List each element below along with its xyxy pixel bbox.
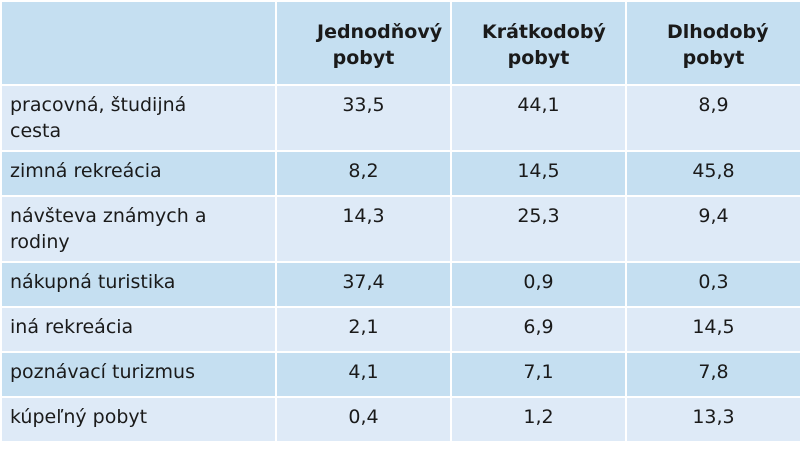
cell-kratkodoby: 0,9 [450,261,627,308]
row-label: zimná rekreácia [0,150,277,197]
cell-dlhodoby: 0,3 [625,261,800,308]
cell-dlhodoby: 7,8 [625,351,800,398]
cell-kratkodoby: 6,9 [450,306,627,353]
cell-kratkodoby: 7,1 [450,351,627,398]
header-cell-dlhodoby: Dlhodobý pobyt [625,0,800,86]
table-row: pracovná, študijná cesta 33,5 44,1 8,9 [0,84,800,152]
table-row: iná rekreácia 2,1 6,9 14,5 [0,306,800,353]
cell-kratkodoby: 14,5 [450,150,627,197]
cell-jednodnovy: 14,3 [275,195,452,263]
cell-jednodnovy: 33,5 [275,84,452,152]
row-label: pracovná, študijná cesta [0,84,277,152]
header-cell-jednodnovy: Jednodňový pobyt [275,0,452,86]
cell-kratkodoby: 44,1 [450,84,627,152]
header-cell-kratkodoby: Krátkodobý pobyt [450,0,627,86]
row-label: nákupná turistika [0,261,277,308]
row-label: poznávací turizmus [0,351,277,398]
cell-jednodnovy: 8,2 [275,150,452,197]
cell-jednodnovy: 4,1 [275,351,452,398]
cell-dlhodoby: 45,8 [625,150,800,197]
cell-jednodnovy: 0,4 [275,396,452,443]
header-cell-empty [0,0,277,86]
cell-kratkodoby: 1,2 [450,396,627,443]
cell-kratkodoby: 25,3 [450,195,627,263]
header-row: Jednodňový pobyt Krátkodobý pobyt Dlhodo… [0,0,800,86]
table-row: zimná rekreácia 8,2 14,5 45,8 [0,150,800,197]
cell-dlhodoby: 14,5 [625,306,800,353]
row-label: kúpeľný pobyt [0,396,277,443]
cell-jednodnovy: 37,4 [275,261,452,308]
cell-dlhodoby: 8,9 [625,84,800,152]
table-row: poznávací turizmus 4,1 7,1 7,8 [0,351,800,398]
table-row: kúpeľný pobyt 0,4 1,2 13,3 [0,396,800,443]
table-row: nákupná turistika 37,4 0,9 0,3 [0,261,800,308]
cell-dlhodoby: 9,4 [625,195,800,263]
row-label: iná rekreácia [0,306,277,353]
row-label: návšteva známych a rodiny [0,195,277,263]
table-row: návšteva známych a rodiny 14,3 25,3 9,4 [0,195,800,263]
cell-dlhodoby: 13,3 [625,396,800,443]
data-table: Jednodňový pobyt Krátkodobý pobyt Dlhodo… [0,0,800,443]
cell-jednodnovy: 2,1 [275,306,452,353]
